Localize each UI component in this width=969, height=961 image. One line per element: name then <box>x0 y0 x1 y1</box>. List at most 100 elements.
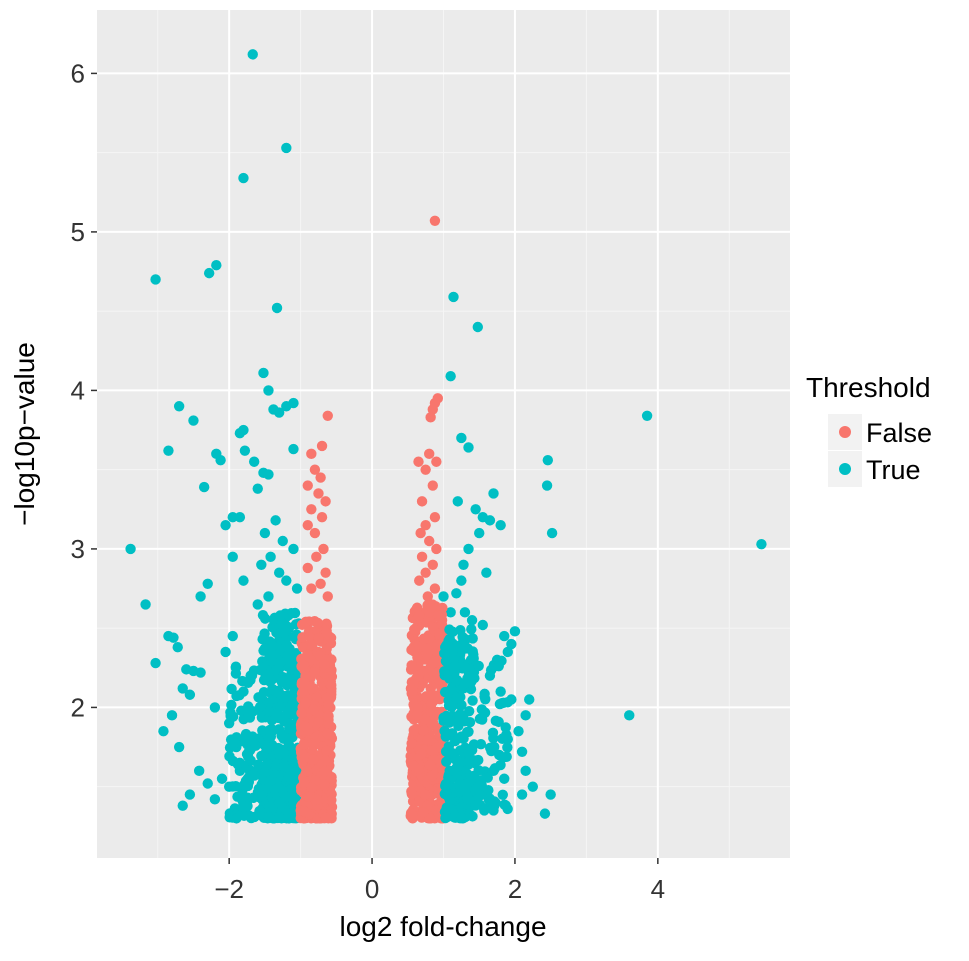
data-point-true <box>274 797 285 808</box>
data-point-false <box>298 806 310 817</box>
data-point-true <box>257 633 268 645</box>
data-point-false <box>321 627 332 639</box>
data-point-true <box>237 675 248 687</box>
data-point-true <box>456 812 467 823</box>
data-point-true <box>281 142 292 154</box>
data-point-true <box>291 583 303 594</box>
data-point-true <box>451 767 463 779</box>
data-point-false <box>313 632 324 644</box>
data-point-false <box>320 812 331 823</box>
data-point-true <box>459 607 471 618</box>
data-point-false <box>413 456 424 467</box>
y-tick-label: 5 <box>71 217 85 247</box>
data-point-false <box>326 795 337 806</box>
data-point-true <box>455 700 466 711</box>
data-point-true <box>168 632 179 643</box>
legend-key-false-dot <box>839 426 851 438</box>
data-point-true <box>252 599 263 610</box>
data-point-false <box>418 725 429 736</box>
data-point-true <box>462 794 473 805</box>
data-point-false <box>306 782 317 793</box>
y-tick-label: 6 <box>71 58 85 88</box>
data-point-false <box>298 659 309 671</box>
data-point-true <box>227 512 238 523</box>
data-point-true <box>224 742 236 753</box>
data-point-true <box>224 751 235 762</box>
data-point-true <box>472 321 483 333</box>
data-point-true <box>232 791 243 802</box>
data-point-true <box>273 811 285 823</box>
data-point-true <box>467 695 478 706</box>
data-point-true <box>546 527 558 539</box>
y-axis-title: −log10p−value <box>9 342 40 526</box>
data-point-false <box>424 759 436 771</box>
data-point-false <box>318 543 329 555</box>
data-point-false <box>312 617 323 629</box>
data-point-true <box>249 770 260 781</box>
data-point-true <box>520 710 531 721</box>
data-point-true <box>150 274 161 285</box>
data-point-true <box>444 795 456 806</box>
data-point-false <box>416 748 427 760</box>
data-point-true <box>276 618 287 629</box>
data-point-true <box>445 607 456 618</box>
data-point-true <box>438 591 449 602</box>
data-point-false <box>315 472 326 483</box>
data-point-false <box>420 519 431 531</box>
data-point-true <box>447 647 458 658</box>
data-point-false <box>424 448 435 460</box>
data-point-true <box>520 765 531 777</box>
data-point-true <box>195 591 206 602</box>
data-point-false <box>429 512 441 523</box>
data-point-true <box>466 624 477 635</box>
data-point-true <box>273 782 284 794</box>
data-point-true <box>624 710 635 721</box>
data-point-true <box>488 488 499 499</box>
data-point-true <box>202 578 213 589</box>
data-point-false <box>424 535 435 547</box>
data-point-true <box>278 627 290 639</box>
data-point-false <box>422 734 433 746</box>
data-point-false <box>306 448 317 460</box>
data-point-false <box>323 710 334 722</box>
legend-title: Threshold <box>806 372 931 403</box>
y-tick-label: 3 <box>71 534 85 564</box>
data-point-true <box>239 445 251 456</box>
data-point-true <box>227 551 238 563</box>
data-point-true <box>501 751 512 762</box>
data-point-true <box>258 645 269 656</box>
y-tick-label: 4 <box>71 375 85 405</box>
data-point-true <box>454 778 466 789</box>
data-point-true <box>455 625 466 636</box>
data-point-true <box>502 742 513 753</box>
data-point-true <box>500 722 511 733</box>
data-point-true <box>527 781 539 792</box>
data-point-false <box>296 619 308 630</box>
data-point-false <box>323 699 334 710</box>
data-point-true <box>461 726 473 738</box>
data-point-true <box>456 575 467 586</box>
data-point-false <box>308 704 319 715</box>
data-point-true <box>225 710 236 722</box>
data-point-true <box>253 759 264 770</box>
data-point-true <box>459 643 470 654</box>
data-point-false <box>316 512 328 523</box>
data-point-false <box>416 496 428 507</box>
data-point-true <box>195 667 206 678</box>
data-point-false <box>321 745 332 757</box>
data-point-false <box>302 480 313 491</box>
data-point-true <box>484 515 496 526</box>
data-point-true <box>289 607 301 619</box>
data-point-false <box>299 677 310 688</box>
data-point-true <box>248 456 260 467</box>
data-point-true <box>193 765 205 777</box>
data-point-true <box>263 725 275 736</box>
data-point-false <box>418 633 430 644</box>
data-point-false <box>427 770 438 782</box>
legend-label-true: True <box>866 455 921 485</box>
data-point-false <box>427 480 438 491</box>
data-point-true <box>499 630 510 642</box>
data-point-false <box>433 628 445 640</box>
data-point-true <box>470 504 481 515</box>
data-point-true <box>281 639 292 651</box>
